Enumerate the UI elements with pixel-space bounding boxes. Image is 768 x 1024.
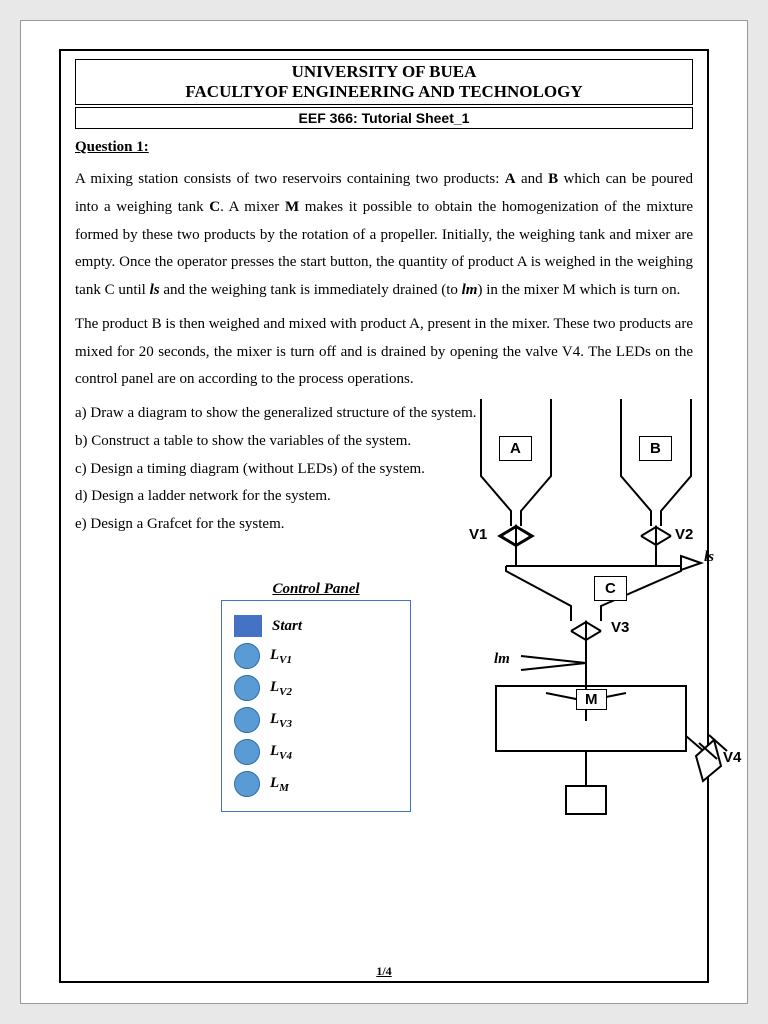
bold-c: C [209,199,220,215]
label-v1: V1 [469,526,487,543]
lv4-label: LV4 [270,743,292,762]
control-panel-section: Control Panel Start LV1 LV2 LV3 [221,581,411,812]
l-base: L [270,647,279,663]
label-ls: ls [704,549,714,566]
bold-m: M [285,199,299,215]
lv1-label: LV1 [270,647,292,666]
led-icon [234,675,260,701]
page-number: 1/4 [376,964,391,979]
cp-row-lv4: LV4 [234,739,398,765]
italic-ls: ls [150,282,160,298]
label-lm: lm [494,651,510,668]
university-name: UNIVERSITY OF BUEA [76,62,692,82]
label-b: B [639,436,672,461]
l-sub: V1 [279,654,292,666]
start-label: Start [272,618,302,635]
text: and [516,171,548,187]
text: and the weighing tank is immediately dra… [160,282,462,298]
question-heading: Question 1: [75,139,693,156]
control-panel-box: Start LV1 LV2 LV3 LV4 [221,600,411,812]
cp-row-lm: LM [234,771,398,797]
led-icon [234,739,260,765]
led-icon [234,643,260,669]
header-box: UNIVERSITY OF BUEA FACULTYOF ENGINEERING… [75,59,693,105]
label-v3: V3 [611,619,629,636]
text: . A mixer [220,199,285,215]
label-c: C [594,576,627,601]
l-base: L [270,711,279,727]
bold-a: A [505,171,516,187]
l-sub: M [279,782,289,794]
l-base: L [270,743,279,759]
label-m: M [576,689,607,710]
led-icon [234,771,260,797]
label-a: A [499,436,532,461]
l-base: L [270,775,279,791]
course-title: EEF 366: Tutorial Sheet_1 [75,107,693,129]
lm-label: LM [270,775,289,794]
cp-row-lv2: LV2 [234,675,398,701]
diagram-svg [421,391,751,831]
paragraph-1: A mixing station consists of two reservo… [75,166,693,305]
control-panel-title: Control Panel [221,581,411,598]
start-button-icon [234,615,262,637]
led-icon [234,707,260,733]
page-border: UNIVERSITY OF BUEA FACULTYOF ENGINEERING… [59,49,709,983]
l-base: L [270,679,279,695]
text: ) in the mixer M which is turn on. [477,282,680,298]
l-sub: V4 [279,750,292,762]
label-v2: V2 [675,526,693,543]
l-sub: V2 [279,686,292,698]
faculty-name: FACULTYOF ENGINEERING AND TECHNOLOGY [76,82,692,102]
cp-row-start: Start [234,615,398,637]
cp-row-lv1: LV1 [234,643,398,669]
l-sub: V3 [279,718,292,730]
cp-row-lv3: LV3 [234,707,398,733]
process-diagram: A B C M V1 V2 V3 V4 ls lm [421,391,751,831]
paragraph-2: The product B is then weighed and mixed … [75,311,693,394]
bold-b: B [548,171,558,187]
lv3-label: LV3 [270,711,292,730]
italic-lm: lm [462,282,478,298]
page: UNIVERSITY OF BUEA FACULTYOF ENGINEERING… [20,20,748,1004]
text: A mixing station consists of two reservo… [75,171,505,187]
label-v4: V4 [723,749,741,766]
lv2-label: LV2 [270,679,292,698]
